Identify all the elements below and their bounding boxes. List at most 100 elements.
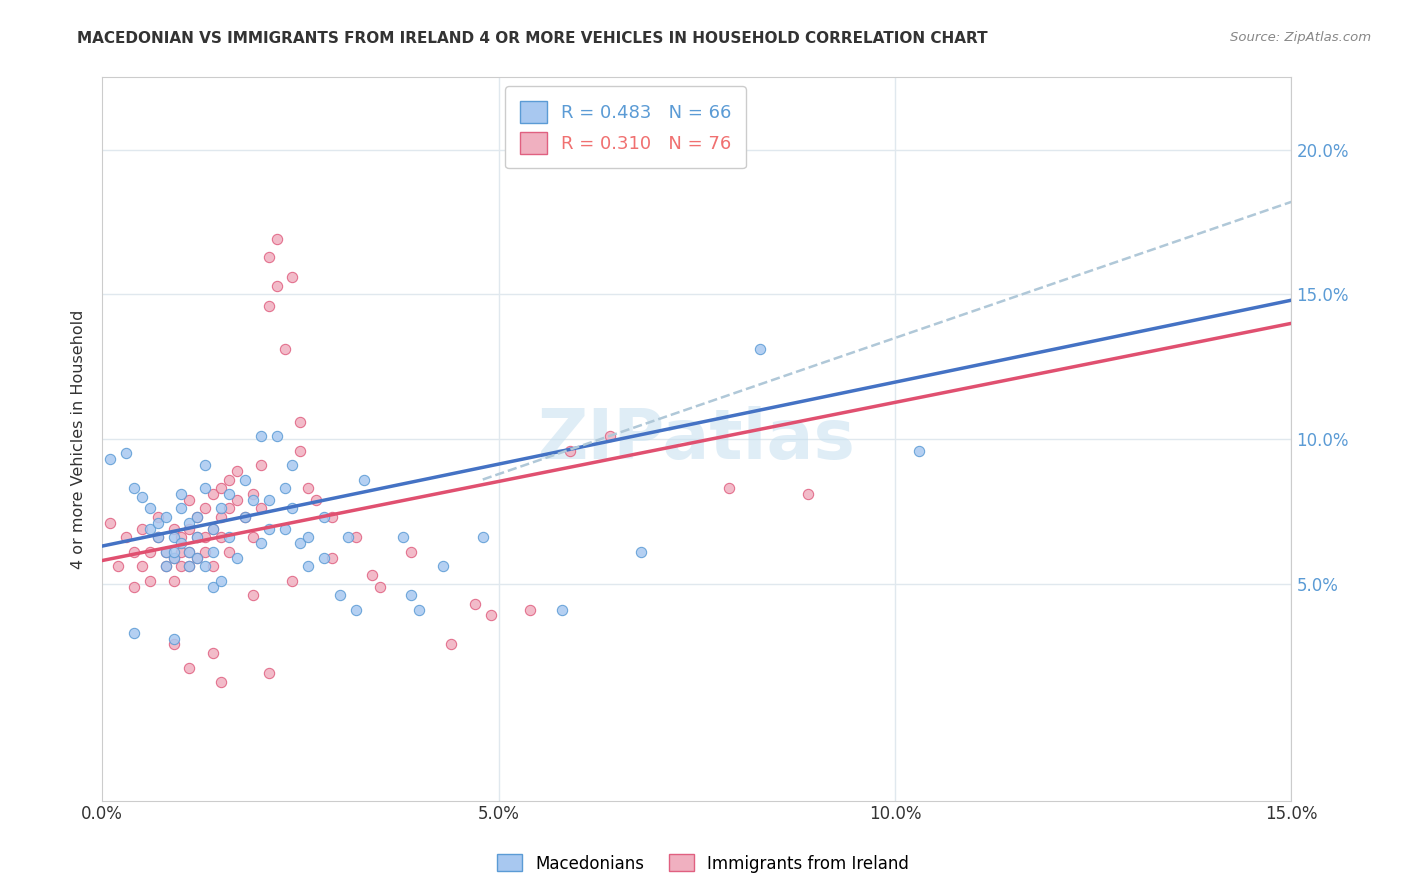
Point <box>464 597 486 611</box>
Text: Source: ZipAtlas.com: Source: ZipAtlas.com <box>1230 31 1371 45</box>
Point <box>186 510 208 524</box>
Point <box>170 487 193 501</box>
Point <box>202 522 225 536</box>
Point <box>218 501 240 516</box>
Point <box>353 473 375 487</box>
Point <box>139 545 162 559</box>
Point <box>242 492 264 507</box>
Point <box>155 545 177 559</box>
Point <box>281 574 304 588</box>
Point <box>202 559 225 574</box>
Point <box>146 530 169 544</box>
Point <box>186 530 208 544</box>
Point <box>179 516 201 530</box>
Point <box>314 510 336 524</box>
Point <box>162 632 184 646</box>
Point <box>749 343 772 357</box>
Point <box>155 510 177 524</box>
Point <box>162 550 184 565</box>
Point <box>170 559 193 574</box>
Point <box>218 545 240 559</box>
Point <box>186 510 208 524</box>
Point <box>162 530 184 544</box>
Point <box>257 492 280 507</box>
Point <box>242 487 264 501</box>
Point <box>122 545 145 559</box>
Point <box>558 443 581 458</box>
Point <box>209 574 232 588</box>
Point <box>321 510 343 524</box>
Point <box>281 501 304 516</box>
Point <box>186 530 208 544</box>
Point <box>266 278 288 293</box>
Point <box>226 492 249 507</box>
Point <box>257 299 280 313</box>
Point <box>471 530 494 544</box>
Point <box>115 530 138 544</box>
Y-axis label: 4 or more Vehicles in Household: 4 or more Vehicles in Household <box>72 310 86 569</box>
Point <box>122 625 145 640</box>
Point <box>266 429 288 443</box>
Point <box>290 536 312 550</box>
Point <box>194 545 217 559</box>
Point <box>249 429 271 443</box>
Point <box>479 608 502 623</box>
Point <box>98 516 121 530</box>
Point <box>155 559 177 574</box>
Point <box>242 530 264 544</box>
Point <box>131 559 153 574</box>
Point <box>273 481 295 495</box>
Point <box>209 481 232 495</box>
Point <box>146 510 169 524</box>
Point <box>226 550 249 565</box>
Point <box>179 492 201 507</box>
Point <box>297 530 319 544</box>
Point <box>202 646 225 660</box>
Point <box>162 545 184 559</box>
Point <box>233 473 256 487</box>
Point <box>266 232 288 246</box>
Point <box>249 536 271 550</box>
Point <box>218 473 240 487</box>
Text: ZIPatlas: ZIPatlas <box>538 406 856 473</box>
Point <box>179 522 201 536</box>
Point <box>218 487 240 501</box>
Point <box>131 490 153 504</box>
Point <box>401 588 423 602</box>
Point <box>249 501 271 516</box>
Point <box>519 603 541 617</box>
Point <box>170 501 193 516</box>
Point <box>139 501 162 516</box>
Point <box>179 559 201 574</box>
Point <box>273 522 295 536</box>
Point <box>599 429 621 443</box>
Point <box>344 603 367 617</box>
Legend: Macedonians, Immigrants from Ireland: Macedonians, Immigrants from Ireland <box>491 847 915 880</box>
Point <box>209 501 232 516</box>
Point <box>233 510 256 524</box>
Legend: R = 0.483   N = 66, R = 0.310   N = 76: R = 0.483 N = 66, R = 0.310 N = 76 <box>505 87 745 169</box>
Point <box>202 522 225 536</box>
Point <box>401 545 423 559</box>
Point <box>179 660 201 674</box>
Point <box>273 343 295 357</box>
Point <box>717 481 740 495</box>
Point <box>908 443 931 458</box>
Point <box>290 415 312 429</box>
Point <box>186 550 208 565</box>
Point <box>202 580 225 594</box>
Point <box>257 666 280 681</box>
Point <box>209 675 232 690</box>
Point <box>281 458 304 472</box>
Point <box>194 501 217 516</box>
Point <box>218 530 240 544</box>
Point <box>186 550 208 565</box>
Point <box>179 545 201 559</box>
Point <box>107 559 129 574</box>
Point <box>122 580 145 594</box>
Text: MACEDONIAN VS IMMIGRANTS FROM IRELAND 4 OR MORE VEHICLES IN HOUSEHOLD CORRELATIO: MACEDONIAN VS IMMIGRANTS FROM IRELAND 4 … <box>77 31 988 46</box>
Point <box>194 481 217 495</box>
Point <box>146 530 169 544</box>
Point <box>360 568 382 582</box>
Point <box>139 522 162 536</box>
